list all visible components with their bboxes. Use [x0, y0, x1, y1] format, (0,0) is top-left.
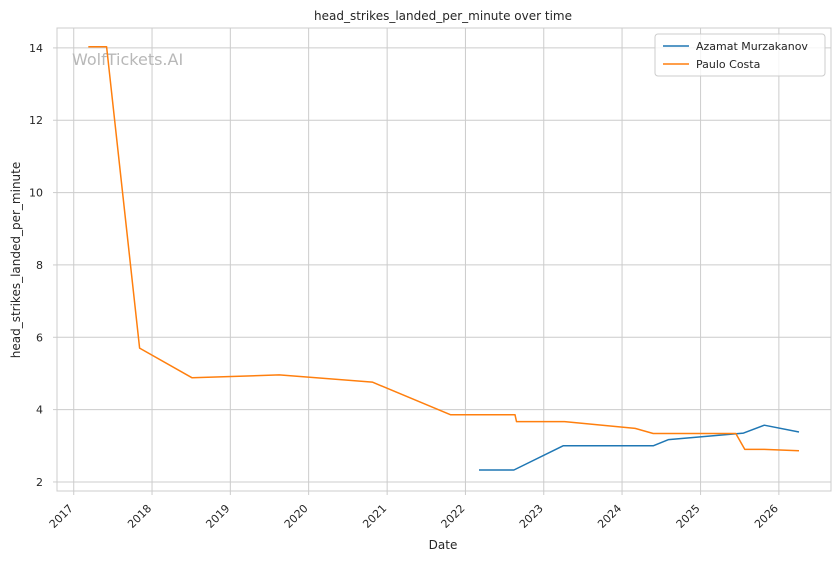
- y-tick-label: 8: [36, 259, 43, 272]
- grid: [57, 28, 831, 491]
- legend-label: Paulo Costa: [696, 58, 760, 71]
- y-tick-label: 6: [36, 331, 43, 344]
- y-tick-label: 2: [36, 476, 43, 489]
- chart-title: head_strikes_landed_per_minute over time: [314, 9, 572, 23]
- plot-frame: [56, 27, 832, 492]
- y-tick-label: 10: [29, 187, 43, 200]
- legend: Azamat Murzakanov Paulo Costa: [654, 33, 826, 77]
- y-axis-title: head_strikes_landed_per_minute: [9, 162, 23, 359]
- y-tick-label: 14: [29, 42, 43, 55]
- series-line-paulo-costa: [88, 46, 800, 452]
- y-tick-label: 12: [29, 114, 43, 127]
- legend-box: [654, 33, 826, 77]
- legend-label: Azamat Murzakanov: [696, 40, 808, 53]
- plot-area: [57, 28, 831, 491]
- watermark: WolfTickets.AI: [72, 50, 183, 69]
- y-tick-label: 4: [36, 404, 43, 417]
- series-line-azamat-murzakanov: [479, 424, 800, 471]
- y-axis-ticks: 2 4 6 8 10 12 14: [29, 42, 57, 489]
- series-lines: [88, 46, 800, 471]
- x-axis-title: Date: [429, 538, 458, 552]
